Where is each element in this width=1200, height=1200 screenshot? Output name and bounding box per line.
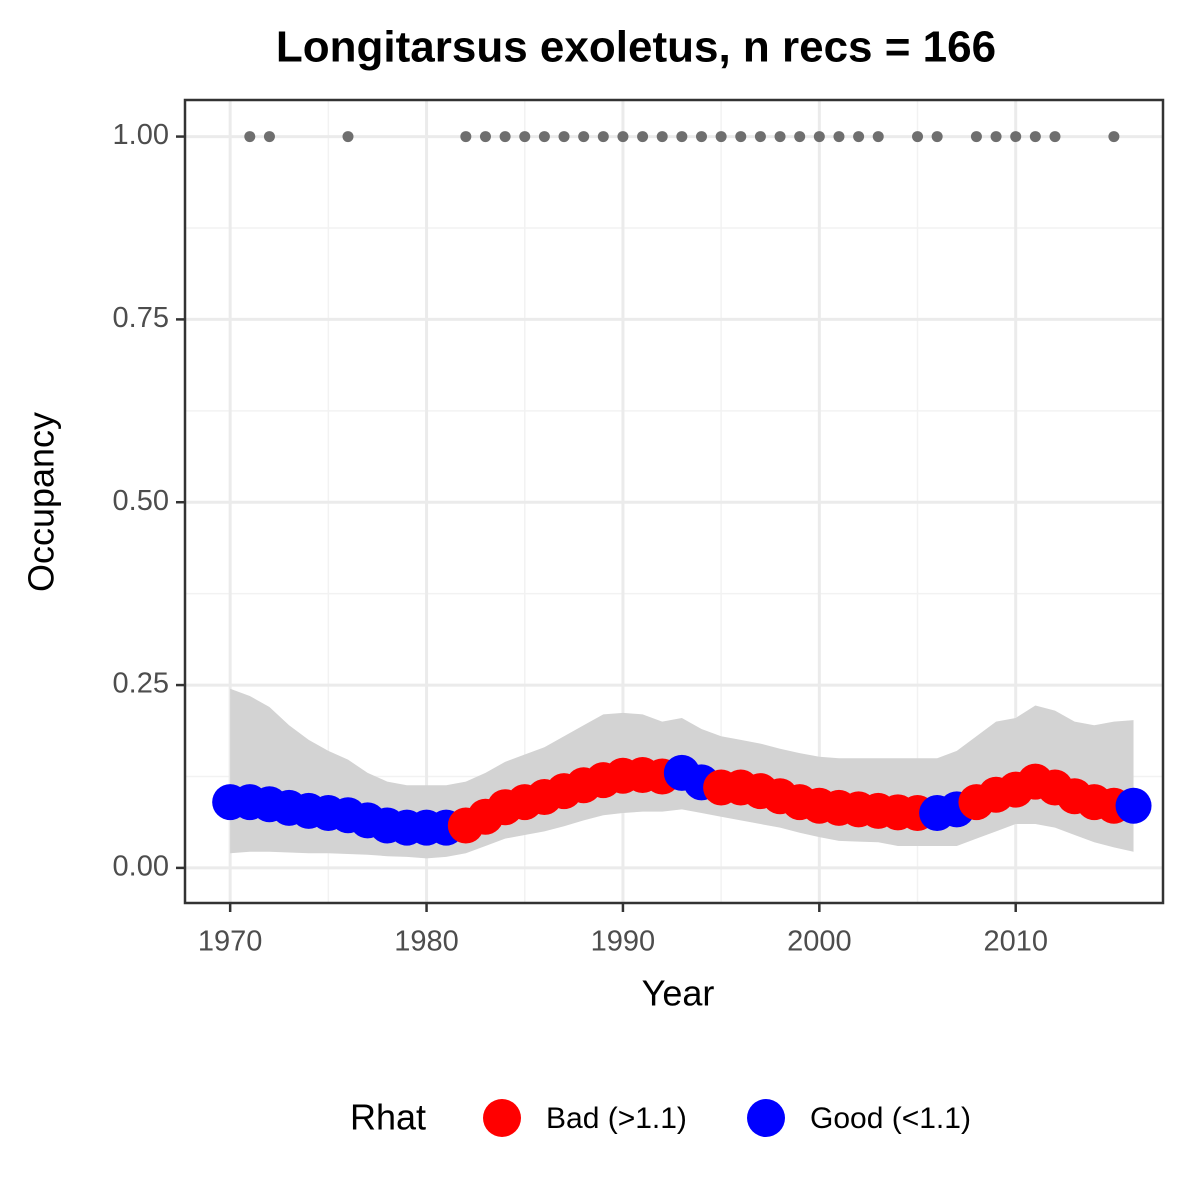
y-tick-label: 0.00 [113, 851, 169, 883]
record-point [853, 131, 865, 143]
record-point [460, 131, 472, 143]
record-point [617, 131, 629, 143]
record-point [499, 131, 511, 143]
record-point [695, 131, 707, 143]
record-point [244, 131, 256, 143]
record-point [872, 131, 884, 143]
chart-title: Longitarsus exoletus, n recs = 166 [276, 23, 996, 72]
record-point [931, 131, 943, 143]
record-point [479, 131, 491, 143]
record-point [990, 131, 1002, 143]
legend-swatch [483, 1099, 521, 1137]
x-tick-label: 1970 [198, 926, 263, 958]
record-point [1108, 131, 1120, 143]
record-point [970, 131, 982, 143]
y-tick-label: 0.50 [113, 485, 169, 517]
record-point [1029, 131, 1041, 143]
record-point [715, 131, 727, 143]
legend-label: Bad (>1.1) [546, 1102, 687, 1135]
occupancy-point [1115, 787, 1152, 824]
y-tick-label: 0.25 [113, 668, 169, 700]
record-point [342, 131, 354, 143]
legend-swatch [747, 1099, 785, 1137]
x-tick-label: 1990 [591, 926, 656, 958]
record-point [637, 131, 649, 143]
legend-label: Good (<1.1) [810, 1102, 971, 1135]
record-point [578, 131, 590, 143]
x-tick-label: 2000 [787, 926, 852, 958]
record-point [912, 131, 924, 143]
record-point [774, 131, 786, 143]
record-point [735, 131, 747, 143]
x-tick-label: 1980 [394, 926, 459, 958]
record-point [813, 131, 825, 143]
record-point [794, 131, 806, 143]
record-point [833, 131, 845, 143]
legend-title: Rhat [350, 1097, 426, 1138]
record-point [263, 131, 275, 143]
x-tick-label: 2010 [983, 926, 1048, 958]
record-point [519, 131, 531, 143]
x-axis-title: Year [642, 973, 715, 1014]
y-tick-label: 1.00 [113, 119, 169, 151]
record-point [538, 131, 550, 143]
y-tick-label: 0.75 [113, 302, 169, 334]
record-point [1049, 131, 1061, 143]
record-point [597, 131, 609, 143]
y-axis-title: Occupancy [21, 412, 62, 592]
record-point [656, 131, 668, 143]
record-point [754, 131, 766, 143]
record-point [558, 131, 570, 143]
record-point [1010, 131, 1022, 143]
record-point [676, 131, 688, 143]
